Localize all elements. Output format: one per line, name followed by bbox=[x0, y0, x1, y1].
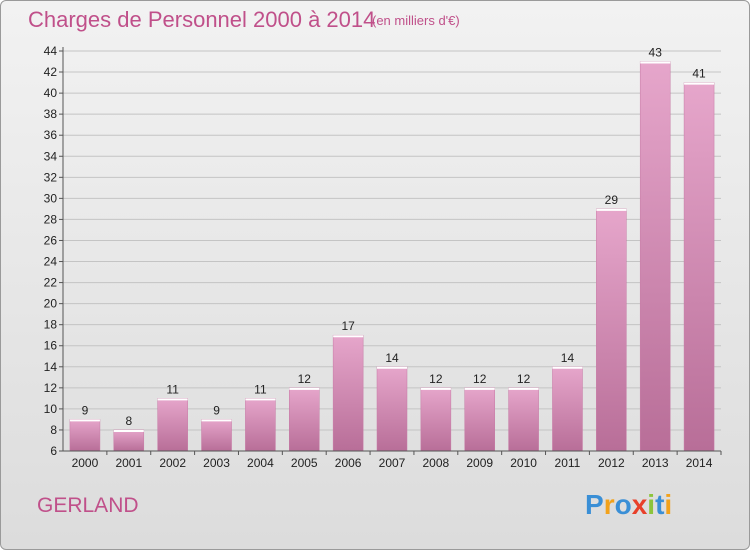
bar-2013 bbox=[639, 61, 671, 452]
bar-2004 bbox=[245, 398, 276, 452]
data-label-2007: 14 bbox=[385, 351, 399, 365]
data-label-2014: 41 bbox=[692, 67, 706, 81]
logo-letter: P bbox=[585, 489, 604, 520]
y-tick-label: 26 bbox=[44, 233, 58, 247]
bar-2005 bbox=[289, 387, 320, 452]
x-tick-label: 2010 bbox=[510, 456, 537, 470]
logo-letter: i bbox=[664, 489, 673, 520]
data-label-2012: 29 bbox=[605, 193, 619, 207]
chart-subtitle: (en milliers d'€) bbox=[372, 13, 460, 28]
x-tick-label: 2000 bbox=[72, 456, 99, 470]
logo-letter: o bbox=[614, 489, 632, 520]
y-tick-label: 20 bbox=[44, 297, 58, 311]
data-label-2001: 8 bbox=[125, 414, 132, 428]
y-tick-label: 16 bbox=[44, 339, 58, 353]
bar-2008 bbox=[420, 387, 452, 452]
y-tick-label: 28 bbox=[44, 212, 58, 226]
y-tick-label: 24 bbox=[44, 255, 58, 269]
y-tick-label: 10 bbox=[44, 402, 58, 416]
x-tick-label: 2009 bbox=[466, 456, 493, 470]
x-tick-label: 2013 bbox=[642, 456, 669, 470]
y-tick-label: 18 bbox=[44, 318, 58, 332]
bar-2006 bbox=[332, 334, 364, 452]
x-tick-label: 2006 bbox=[335, 456, 362, 470]
place-name: GERLAND bbox=[37, 494, 139, 517]
bar-2003 bbox=[201, 419, 232, 452]
bar-2002 bbox=[157, 398, 188, 452]
bar-2012 bbox=[596, 208, 627, 452]
data-label-2010: 12 bbox=[517, 372, 531, 386]
y-tick-label: 30 bbox=[44, 191, 58, 205]
bar-2009 bbox=[464, 387, 495, 452]
y-tick-label: 12 bbox=[44, 381, 58, 395]
logo-letter: i bbox=[647, 489, 656, 520]
bar-2000 bbox=[69, 419, 101, 452]
logo-letter: r bbox=[603, 489, 615, 520]
data-label-2004: 11 bbox=[254, 382, 267, 396]
y-tick-label: 36 bbox=[44, 128, 58, 142]
logo-letter: x bbox=[631, 489, 648, 520]
data-label-2011: 14 bbox=[561, 351, 575, 365]
data-label-2005: 12 bbox=[298, 372, 312, 386]
logo-letter: t bbox=[655, 489, 665, 520]
x-tick-label: 2002 bbox=[159, 456, 186, 470]
data-label-2002: 11 bbox=[166, 382, 179, 396]
x-tick-label: 2012 bbox=[598, 456, 625, 470]
bar-2014 bbox=[683, 82, 715, 452]
x-tick-label: 2004 bbox=[247, 456, 274, 470]
data-label-2008: 12 bbox=[429, 372, 443, 386]
data-label-2006: 17 bbox=[341, 319, 355, 333]
x-tick-label: 2005 bbox=[291, 456, 318, 470]
y-tick-label: 14 bbox=[44, 360, 58, 374]
x-tick-label: 2011 bbox=[555, 456, 581, 470]
data-label-2013: 43 bbox=[649, 46, 663, 60]
proxiti-logo[interactable]: Proxiti bbox=[585, 489, 672, 521]
y-tick-label: 44 bbox=[44, 44, 58, 58]
bar-2010 bbox=[508, 387, 539, 452]
y-tick-label: 34 bbox=[44, 149, 58, 163]
x-tick-label: 2014 bbox=[686, 456, 713, 470]
bar-2001 bbox=[113, 429, 145, 452]
data-label-2000: 9 bbox=[82, 403, 89, 417]
x-tick-label: 2003 bbox=[203, 456, 230, 470]
y-tick-label: 6 bbox=[50, 444, 57, 458]
bar-2007 bbox=[376, 366, 408, 452]
y-tick-label: 42 bbox=[44, 65, 58, 79]
y-tick-label: 8 bbox=[50, 423, 57, 437]
y-tick-label: 38 bbox=[44, 107, 58, 121]
data-label-2003: 9 bbox=[213, 403, 220, 417]
data-label-2009: 12 bbox=[473, 372, 487, 386]
y-tick-label: 40 bbox=[44, 86, 58, 100]
x-tick-label: 2001 bbox=[115, 456, 142, 470]
x-tick-label: 2008 bbox=[423, 456, 450, 470]
bar-2011 bbox=[552, 366, 583, 452]
x-tick-label: 2007 bbox=[379, 456, 406, 470]
chart-title: Charges de Personnel 2000 à 2014 bbox=[28, 7, 376, 32]
y-tick-label: 32 bbox=[44, 170, 58, 184]
y-tick-label: 22 bbox=[44, 276, 58, 290]
